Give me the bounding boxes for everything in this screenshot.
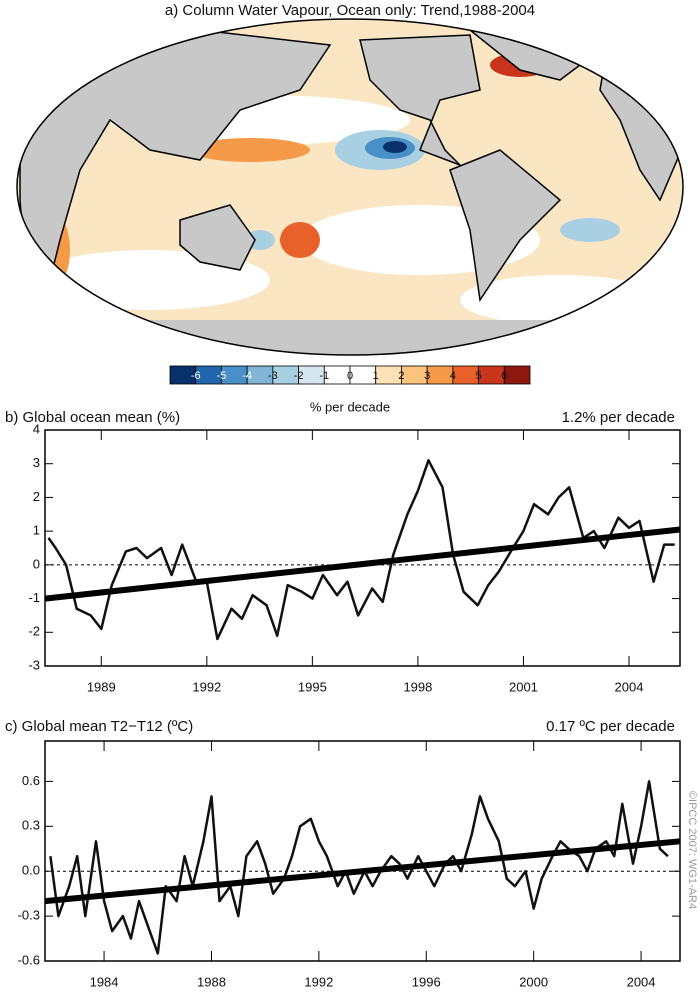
series-line — [49, 780, 669, 955]
colorbar-tick-label: 2 — [398, 370, 404, 382]
colorbar-tick-label: 6 — [501, 370, 507, 382]
annotation: 0.17 ºC per decade — [546, 718, 675, 735]
x-tick-label: 2004 — [615, 679, 644, 694]
y-tick-label: -2 — [28, 624, 40, 639]
colorbar-tick-label: -5 — [217, 370, 227, 382]
x-tick-label: 1988 — [197, 974, 226, 989]
x-tick-label: 1992 — [192, 679, 221, 694]
colorbar-tick-label: -2 — [294, 370, 304, 382]
colorbar-tick-label: -3 — [268, 370, 278, 382]
colorbar-tick-label: 5 — [476, 370, 482, 382]
plot-frame — [44, 740, 681, 962]
x-tick-label: 1984 — [90, 974, 119, 989]
colorbar-label: % per decade — [310, 399, 390, 414]
plot-frame — [44, 429, 681, 667]
colorbar-tick-label: 0 — [347, 370, 353, 382]
colorbar-tick-label: -4 — [242, 370, 252, 382]
colorbar-swatch — [503, 365, 531, 385]
map-title: a) Column Water Vapour, Ocean only: Tren… — [165, 2, 535, 19]
colorbar-tick-label: -6 — [191, 370, 201, 382]
map — [16, 18, 684, 356]
y-tick-label: -0.6 — [18, 952, 40, 967]
x-tick-label: 1998 — [403, 679, 432, 694]
y-tick-label: -3 — [28, 657, 40, 672]
annotation: 1.2% per decade — [562, 409, 675, 426]
x-tick-label: 2000 — [519, 974, 548, 989]
y-tick-label: 0 — [33, 556, 40, 571]
chart-title: b) Global ocean mean (%) — [5, 409, 180, 426]
chart-title: c) Global mean T2−T12 (ºC) — [5, 718, 193, 735]
x-tick-label: 1989 — [87, 679, 116, 694]
y-tick-label: 0.0 — [22, 863, 40, 878]
colorbar-tick-label: 1 — [373, 370, 379, 382]
y-tick-label: 2 — [33, 489, 40, 504]
y-tick-label: 0.3 — [22, 818, 40, 833]
series-line — [44, 526, 681, 602]
y-tick-label: -1 — [28, 590, 40, 605]
x-tick-label: 2001 — [509, 679, 538, 694]
colorbar-tick-label: 4 — [450, 370, 456, 382]
colorbar: -6 -5 -4 -3 -2 -1 0 1 2 3 4 5 6 — [169, 365, 531, 385]
colorbar-tick-label: -1 — [319, 370, 329, 382]
x-tick-label: 1996 — [412, 974, 441, 989]
colorbar-tick-label: 3 — [424, 370, 430, 382]
series-line — [44, 838, 681, 905]
series-line — [47, 459, 675, 641]
y-tick-label: 3 — [33, 455, 40, 470]
y-tick-label: 4 — [33, 421, 40, 436]
credit: ©IPCC 2007: WG1-AR4 — [686, 791, 698, 909]
y-tick-label: 0.6 — [22, 773, 40, 788]
y-tick-label: -0.3 — [18, 908, 40, 923]
y-tick-label: 1 — [33, 523, 40, 538]
x-tick-label: 1992 — [304, 974, 333, 989]
x-tick-label: 1995 — [298, 679, 327, 694]
x-tick-label: 2004 — [627, 974, 656, 989]
